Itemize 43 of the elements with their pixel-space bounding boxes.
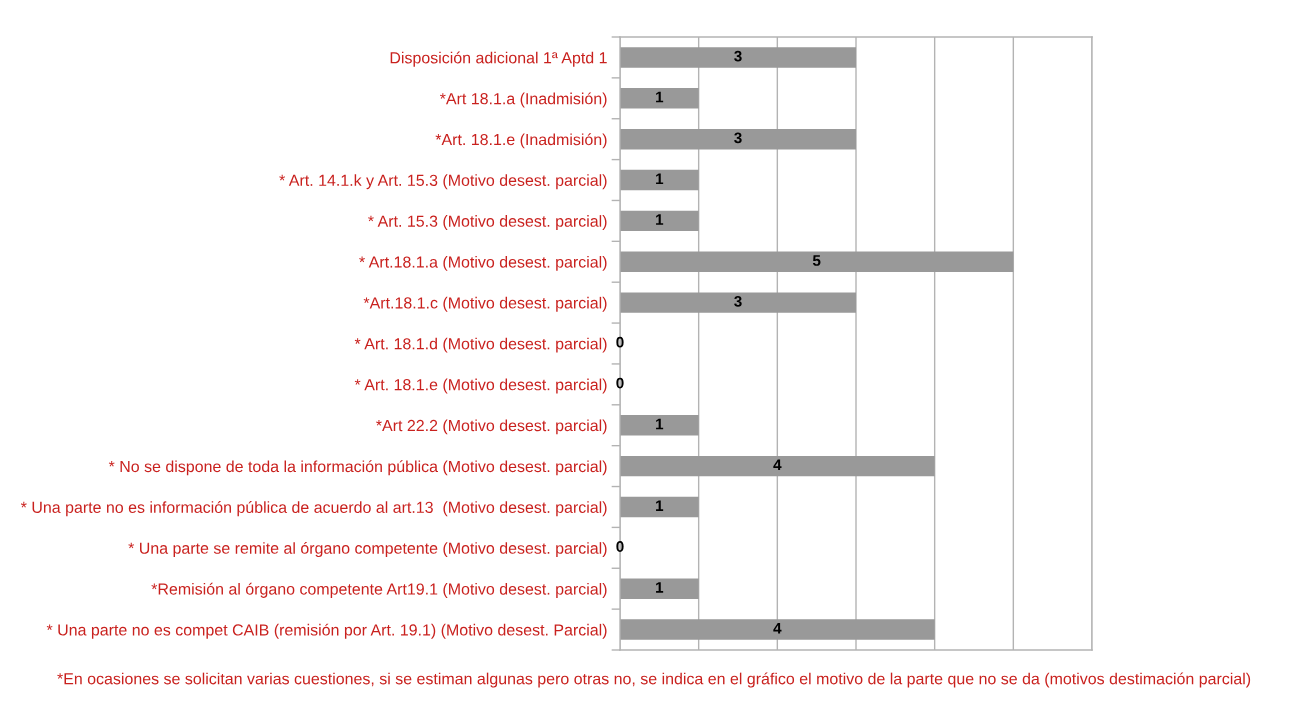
data-label: 1 <box>656 582 664 593</box>
data-label: 3 <box>734 132 742 144</box>
y-tick-label: * Art. 18.1.d (Motivo desest. parcial) <box>354 337 607 353</box>
y-tick-label: * Art. 14.1.k y Art. 15.3 (Motivo desest. parcial) <box>279 174 607 190</box>
y-tick-label: * No se dispone de toda la información pública (Motivo desest. parcial) <box>108 460 607 476</box>
bar <box>620 619 935 640</box>
bar <box>620 496 699 518</box>
data-label: 1 <box>656 500 664 511</box>
bar <box>620 47 856 68</box>
data-label: 4 <box>773 623 782 634</box>
bar <box>620 578 699 599</box>
data-label: 3 <box>734 50 742 62</box>
bar <box>620 128 856 150</box>
y-tick-label: * Art.18.1.a (Motivo desest. parcial) <box>359 255 607 271</box>
y-tick-label: * Una parte no es compet CAIB (remisión por Art. 19.1) (Motivo desest. Parcial) <box>46 623 607 639</box>
data-label: 1 <box>656 173 664 184</box>
y-tick-label: * Art. 18.1.e (Motivo desest. parcial) <box>354 378 607 394</box>
y-tick-label: *Art 22.2 (Motivo desest. parcial) <box>376 419 607 435</box>
data-label: 0 <box>616 377 624 389</box>
data-label: 0 <box>616 336 624 348</box>
data-label: 4 <box>773 459 782 471</box>
y-tick-label: *Art. 18.1.e (Inadmisión) <box>435 133 607 149</box>
bar <box>620 455 935 477</box>
data-label: 1 <box>656 214 664 225</box>
bar <box>620 88 699 109</box>
bar <box>620 169 699 191</box>
data-label: 5 <box>812 255 821 266</box>
bar <box>620 251 1014 272</box>
y-tick-label: * Una parte se remite al órgano competente (Motivo desest. parcial) <box>128 541 607 558</box>
bar <box>620 210 699 232</box>
y-tick-label: * Art. 15.3 (Motivo desest. parcial) <box>368 215 607 230</box>
data-label: 1 <box>656 91 664 103</box>
y-tick-label: Disposición adicional 1ª Aptd 1 <box>390 51 607 67</box>
data-label: 0 <box>616 541 624 552</box>
y-tick-label: *Art.18.1.c (Motivo desest. parcial) <box>363 296 607 312</box>
y-tick-label: *Art 18.1.a (Inadmisión) <box>439 92 607 108</box>
bar <box>620 292 856 313</box>
y-tick-label: * Una parte no es información pública de acuerdo al art.13 (Motivo desest. parcial) <box>20 501 607 517</box>
data-label: 1 <box>656 418 664 430</box>
bar <box>620 415 699 436</box>
text: *En ocasiones se solicitan varias cuestiones, si se estiman algunas pero otras no, se indica en el gráfico el motivo de la parte que no se da (motivos destimación parcial) <box>57 672 1251 688</box>
y-tick-label: *Remisión al órgano competente Art19.1 (Motivo desest. parcial) <box>151 582 607 598</box>
data-label: 3 <box>734 295 742 307</box>
